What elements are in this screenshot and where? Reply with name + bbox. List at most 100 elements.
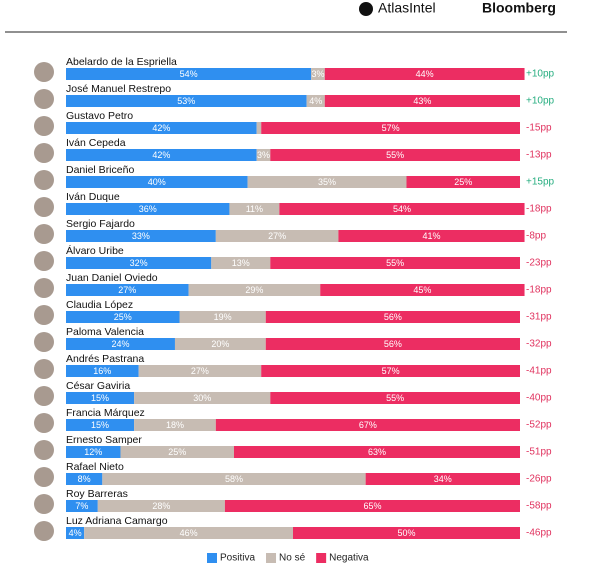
bar-segment: [179, 311, 266, 323]
bar-segment: [66, 230, 216, 242]
avatar: [34, 116, 54, 136]
net-label: +10pp: [526, 69, 555, 80]
value-label: 34%: [434, 474, 452, 484]
avatar: [34, 386, 54, 406]
value-label: 15%: [91, 393, 109, 403]
value-label: 15%: [91, 420, 109, 430]
avatar: [34, 521, 54, 541]
person-name: Paloma Valencia: [66, 326, 144, 338]
avatar: [34, 89, 54, 109]
bar-segment: [134, 419, 216, 431]
bar-segment: [233, 446, 521, 458]
value-label: 54%: [180, 69, 198, 79]
net-label: -31pp: [526, 312, 552, 323]
value-label: 42%: [152, 150, 170, 160]
net-label: -15pp: [526, 123, 552, 134]
value-label: 4%: [309, 96, 322, 106]
bar-segment: [215, 230, 339, 242]
bar-segment: [324, 68, 525, 80]
logo-icon: [359, 2, 373, 16]
bar-segment: [261, 122, 520, 134]
person-name: Rafael Nieto: [66, 461, 124, 473]
bar-segment: [229, 203, 280, 215]
value-label: 7%: [75, 501, 88, 511]
value-label: 25%: [168, 447, 186, 457]
net-label: -40pp: [526, 393, 552, 404]
value-label: 32%: [130, 258, 148, 268]
value-label: 35%: [318, 177, 336, 187]
person-name: Sergio Fajardo: [66, 218, 135, 230]
value-label: 8%: [78, 474, 91, 484]
avatar: [34, 413, 54, 433]
value-label: 56%: [384, 339, 402, 349]
bar-segment: [320, 284, 525, 296]
avatar: [34, 305, 54, 325]
net-label: -52pp: [526, 420, 552, 431]
net-label: -32pp: [526, 339, 552, 350]
value-label: 57%: [382, 123, 400, 133]
bar-segment: [261, 365, 520, 377]
net-label: -46pp: [526, 528, 552, 539]
bar-segment: [306, 95, 325, 107]
value-label: 11%: [246, 204, 263, 214]
bar-segment: [256, 149, 271, 161]
person-name: Ernesto Samper: [66, 434, 142, 446]
avatar: [34, 251, 54, 271]
value-label: 13%: [232, 258, 250, 268]
bar-segment: [66, 446, 121, 458]
net-label: -41pp: [526, 366, 552, 377]
bar-segment: [247, 176, 407, 188]
value-label: 55%: [386, 150, 404, 160]
avatar: [34, 62, 54, 82]
value-label: 33%: [132, 231, 150, 241]
bar-segment: [365, 473, 520, 485]
value-label: 3%: [311, 69, 324, 79]
avatar: [34, 467, 54, 487]
bar-segment: [270, 149, 520, 161]
avatar: [34, 224, 54, 244]
bar-segment: [256, 122, 262, 134]
net-label: -51pp: [526, 447, 552, 458]
bar-segment: [66, 338, 175, 350]
bar-segment: [265, 338, 520, 350]
bar-segment: [324, 95, 520, 107]
bar-segment: [66, 122, 257, 134]
person-name: Daniel Briceño: [66, 164, 134, 176]
bar-segment: [66, 284, 189, 296]
bar-segment: [279, 203, 525, 215]
person-name: Abelardo de la Espriella: [66, 56, 177, 68]
value-label: 55%: [386, 393, 404, 403]
person-name: Iván Cepeda: [66, 137, 126, 149]
bar-segment: [66, 473, 103, 485]
legend-label: No sé: [279, 553, 306, 564]
person-name: Gustavo Petro: [66, 110, 133, 122]
avatar: [34, 440, 54, 460]
value-label: 4%: [69, 528, 82, 538]
legend-label: Positiva: [220, 553, 255, 564]
bar-segment: [66, 500, 98, 512]
bar-segment: [66, 419, 135, 431]
value-label: 55%: [386, 258, 404, 268]
bar-segment: [66, 392, 135, 404]
value-label: 43%: [413, 96, 431, 106]
bar-segment: [265, 311, 520, 323]
bar-segment: [66, 311, 180, 323]
person-name: Andrés Pastrana: [66, 353, 144, 365]
value-label: 27%: [118, 285, 136, 295]
bar-segment: [66, 68, 312, 80]
bar-segment: [174, 338, 266, 350]
net-label: -13pp: [526, 150, 552, 161]
net-label: -8pp: [526, 231, 546, 242]
net-label: -18pp: [526, 204, 552, 215]
avatar: [34, 170, 54, 190]
value-label: 44%: [416, 69, 434, 79]
value-label: 29%: [245, 285, 263, 295]
person-name: Roy Barreras: [66, 488, 128, 500]
avatar: [34, 197, 54, 217]
value-label: 18%: [166, 420, 184, 430]
value-label: 27%: [191, 366, 209, 376]
person-name: José Manuel Restrepo: [66, 83, 171, 95]
value-label: 63%: [368, 447, 386, 457]
avatar: [34, 494, 54, 514]
